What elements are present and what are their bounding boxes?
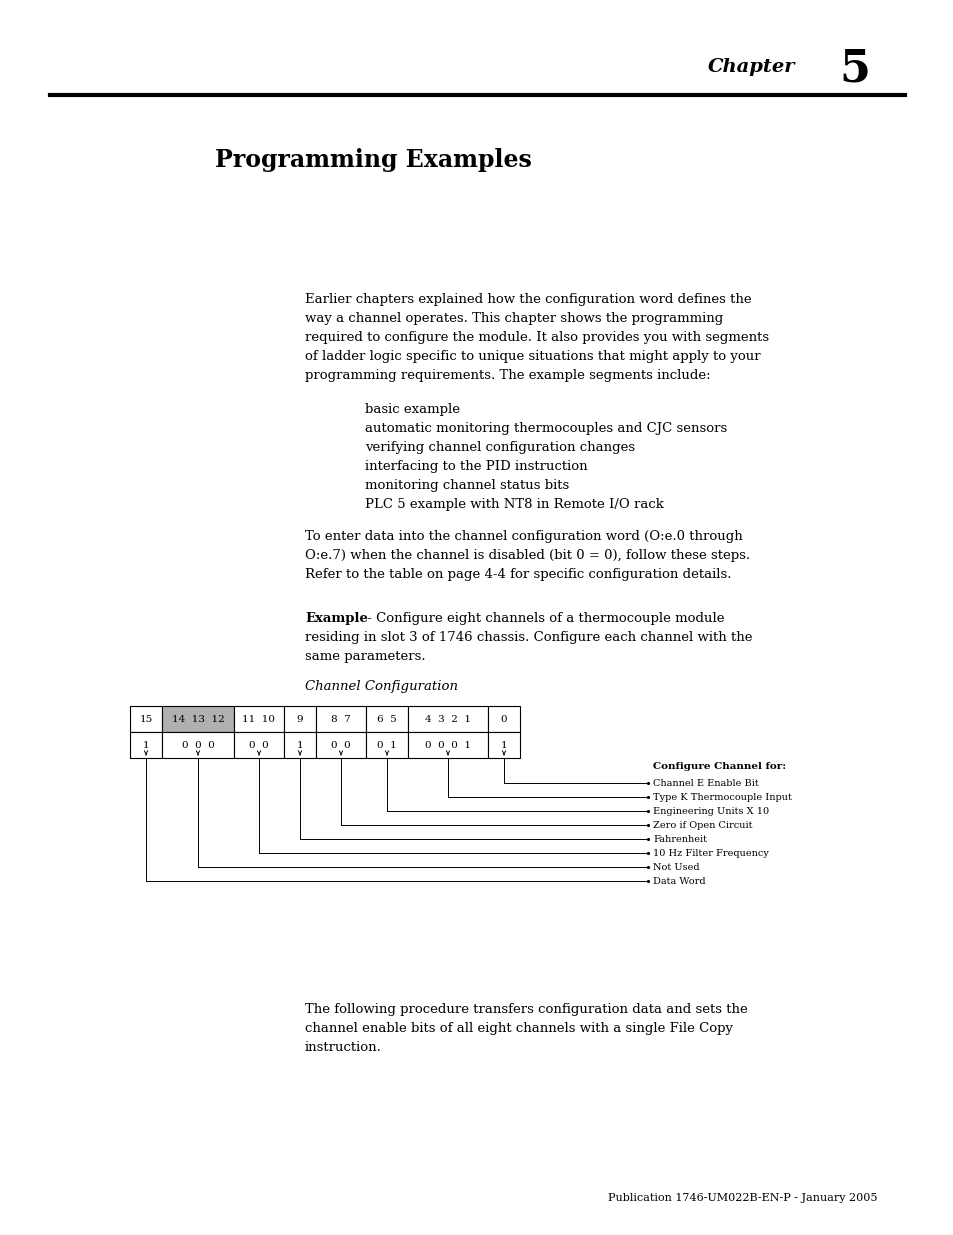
Text: PLC 5 example with NT8 in Remote I/O rack: PLC 5 example with NT8 in Remote I/O rac… [365, 498, 663, 511]
Text: monitoring channel status bits: monitoring channel status bits [365, 479, 569, 492]
Text: automatic monitoring thermocouples and CJC sensors: automatic monitoring thermocouples and C… [365, 422, 726, 435]
Bar [284, 732, 315, 758]
Text: Engineering Units X 10: Engineering Units X 10 [652, 806, 768, 816]
Text: Example: Example [305, 613, 368, 625]
Text: 6  5: 6 5 [376, 715, 396, 724]
Text: 0  0: 0 0 [331, 741, 351, 750]
Text: - Configure eight channels of a thermocouple module: - Configure eight channels of a thermoco… [363, 613, 723, 625]
Bar [366, 706, 408, 732]
Text: 11  10: 11 10 [242, 715, 275, 724]
Bar [408, 706, 488, 732]
Bar [315, 732, 366, 758]
Text: Refer to the table on page 4-4 for specific configuration details.: Refer to the table on page 4-4 for speci… [305, 568, 731, 580]
Text: 0: 0 [500, 715, 507, 724]
Text: Channel Configuration: Channel Configuration [305, 680, 457, 693]
Text: 5: 5 [838, 48, 869, 91]
Text: The following procedure transfers configuration data and sets the: The following procedure transfers config… [305, 1003, 747, 1016]
Text: programming requirements. The example segments include:: programming requirements. The example se… [305, 369, 710, 382]
Bar [408, 732, 488, 758]
Text: basic example: basic example [365, 403, 459, 416]
Text: 14  13  12: 14 13 12 [172, 715, 224, 724]
Bar [284, 706, 315, 732]
Bar [366, 732, 408, 758]
Text: Type K Thermocouple Input: Type K Thermocouple Input [652, 793, 791, 802]
Text: same parameters.: same parameters. [305, 650, 425, 663]
Bar [130, 706, 162, 732]
Text: 1: 1 [500, 741, 507, 750]
Text: of ladder logic specific to unique situations that might apply to your: of ladder logic specific to unique situa… [305, 350, 760, 363]
Text: 10 Hz Filter Frequency: 10 Hz Filter Frequency [652, 848, 768, 858]
Text: 0  0  0: 0 0 0 [181, 741, 214, 750]
Text: Programming Examples: Programming Examples [214, 148, 532, 172]
Bar [233, 732, 284, 758]
Text: 0  0: 0 0 [249, 741, 269, 750]
Text: Configure Channel for:: Configure Channel for: [652, 762, 785, 771]
Text: O:e.7) when the channel is disabled (bit 0 = 0), follow these steps.: O:e.7) when the channel is disabled (bit… [305, 550, 749, 562]
Text: 4  3  2  1: 4 3 2 1 [424, 715, 471, 724]
Text: channel enable bits of all eight channels with a single File Copy: channel enable bits of all eight channel… [305, 1023, 732, 1035]
Bar [488, 732, 519, 758]
Text: Publication 1746-UM022B-EN-P - January 2005: Publication 1746-UM022B-EN-P - January 2… [608, 1193, 877, 1203]
Text: Zero if Open Circuit: Zero if Open Circuit [652, 821, 752, 830]
Bar [233, 706, 284, 732]
Text: required to configure the module. It also provides you with segments: required to configure the module. It als… [305, 331, 768, 345]
Text: Earlier chapters explained how the configuration word defines the: Earlier chapters explained how the confi… [305, 293, 751, 306]
Text: 1: 1 [296, 741, 303, 750]
Text: 15: 15 [139, 715, 152, 724]
Text: 9: 9 [296, 715, 303, 724]
Text: Data Word: Data Word [652, 877, 705, 885]
Bar [488, 706, 519, 732]
Bar [315, 706, 366, 732]
Text: verifying channel configuration changes: verifying channel configuration changes [365, 441, 635, 454]
Text: 1: 1 [143, 741, 150, 750]
Text: Not Used: Not Used [652, 863, 699, 872]
Text: 8  7: 8 7 [331, 715, 351, 724]
Text: residing in slot 3 of 1746 chassis. Configure each channel with the: residing in slot 3 of 1746 chassis. Conf… [305, 631, 752, 643]
Text: way a channel operates. This chapter shows the programming: way a channel operates. This chapter sho… [305, 312, 722, 325]
Text: 0  0  0  1: 0 0 0 1 [424, 741, 471, 750]
Text: To enter data into the channel configuration word (O:e.0 through: To enter data into the channel configura… [305, 530, 742, 543]
Text: Channel E Enable Bit: Channel E Enable Bit [652, 779, 758, 788]
Bar [162, 706, 233, 732]
Text: 0  1: 0 1 [376, 741, 396, 750]
Bar [162, 732, 233, 758]
Text: instruction.: instruction. [305, 1041, 381, 1053]
Text: Chapter: Chapter [707, 58, 794, 77]
Text: interfacing to the PID instruction: interfacing to the PID instruction [365, 459, 587, 473]
Bar [130, 732, 162, 758]
Text: Fahrenheit: Fahrenheit [652, 835, 706, 844]
